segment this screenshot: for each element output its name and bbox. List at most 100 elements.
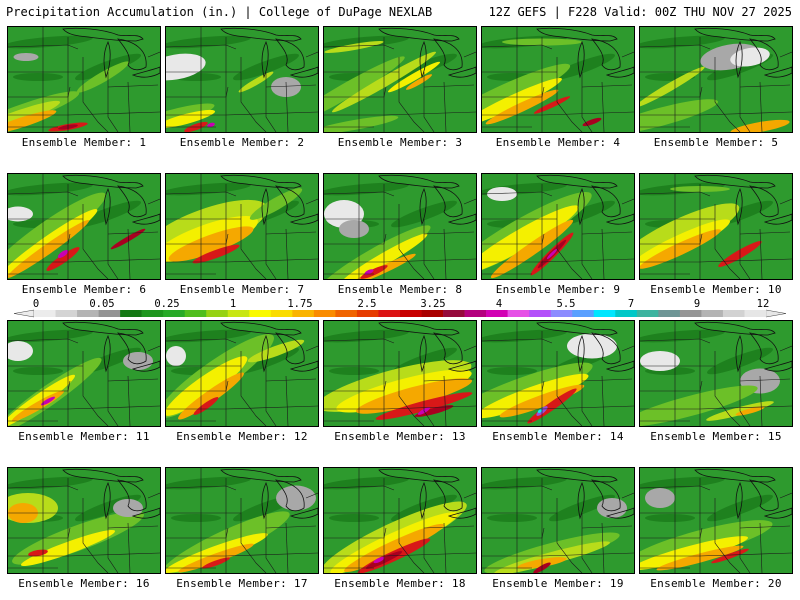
state-border <box>621 198 634 205</box>
run-valid-time: 12Z GEFS | F228 Valid: 00Z THU NOV 27 20… <box>488 5 792 19</box>
ensemble-member-label: Ensemble Member: 19 <box>492 577 624 590</box>
colorbar-swatch <box>184 310 207 317</box>
state-border <box>285 81 289 132</box>
colorbar-swatch <box>679 310 702 317</box>
ensemble-member-map <box>323 173 477 280</box>
colorbar-swatch <box>421 310 444 317</box>
precip-blob <box>597 498 627 518</box>
lake-outline <box>419 40 427 79</box>
lake-outline <box>220 468 302 483</box>
state-border <box>714 57 741 132</box>
precip-blob <box>8 220 90 278</box>
lake-outline <box>419 187 427 226</box>
state-border <box>82 351 109 426</box>
state-border <box>147 198 160 205</box>
precip-map-canvas <box>640 174 792 279</box>
ensemble-member-map <box>165 173 319 280</box>
colorbar-tick-label: 9 <box>694 298 700 310</box>
ensemble-member-label: Ensemble Member: 3 <box>337 136 463 149</box>
precip-blob <box>387 61 441 93</box>
precip-map-canvas <box>8 321 160 426</box>
state-border <box>147 492 160 499</box>
lake-outline <box>749 332 779 365</box>
lake-outline <box>261 334 269 373</box>
state-border <box>759 522 763 573</box>
colorbar-swatch <box>486 310 508 317</box>
state-border <box>541 405 634 410</box>
colorbar-tick-label: 4 <box>496 298 502 310</box>
ensemble-member-label: Ensemble Member: 13 <box>334 430 466 443</box>
colorbar-swatch <box>615 310 638 317</box>
colorbar-swatch <box>593 310 616 317</box>
state-border <box>714 498 741 573</box>
state-border <box>127 522 131 573</box>
ensemble-member-label: Ensemble Member: 20 <box>650 577 782 590</box>
state-border <box>423 231 475 235</box>
precip-colorbar: 0 0.05 0.25 1 1.75 2.5 3.25 4 5.5 7 9 12 <box>13 298 787 318</box>
lake-outline <box>749 38 779 71</box>
state-border <box>225 111 318 116</box>
ensemble-member-label: Ensemble Member: 5 <box>653 136 779 149</box>
lake-outline <box>131 507 160 519</box>
state-border <box>265 84 317 88</box>
state-border <box>225 552 318 557</box>
precip-map-canvas <box>482 27 634 132</box>
ensemble-member-label: Ensemble Member: 6 <box>21 283 147 296</box>
colorbar-swatch <box>722 310 745 317</box>
precip-blob <box>567 333 617 359</box>
ensemble-member-map <box>165 320 319 427</box>
state-border <box>423 378 475 382</box>
lake-outline <box>62 174 144 189</box>
lake-outline <box>220 321 302 336</box>
state-border <box>714 204 741 279</box>
ensemble-member-label: Ensemble Member: 1 <box>21 136 147 149</box>
colorbar-swatch <box>163 310 186 317</box>
state-border <box>581 84 633 88</box>
precip-blob <box>355 378 473 414</box>
colorbar-swatch <box>55 310 78 317</box>
state-border <box>779 198 792 205</box>
state-border <box>443 522 447 573</box>
colorbar-tick-label: 5.5 <box>557 298 576 310</box>
lake-outline <box>275 479 305 512</box>
lake-outline <box>289 507 318 519</box>
colorbar-swatch <box>507 310 530 317</box>
lake-outline <box>289 66 318 78</box>
state-border <box>285 522 289 573</box>
lake-outline <box>220 27 302 42</box>
colorbar-tick-label: 0.25 <box>154 298 179 310</box>
lake-outline <box>763 507 792 519</box>
precip-blob <box>582 117 602 127</box>
state-border <box>423 525 475 529</box>
precip-blob <box>490 219 574 279</box>
precip-blob <box>640 385 758 426</box>
lake-outline <box>735 187 743 226</box>
ensemble-member-map <box>7 320 161 427</box>
colorbar-tick-label: 3.25 <box>420 298 445 310</box>
lake-outline <box>605 213 634 225</box>
colorbar-swatch <box>378 310 401 317</box>
colorbar-swatch <box>292 310 315 317</box>
colorbar-swatch <box>400 310 422 317</box>
precip-map-canvas <box>166 468 318 573</box>
state-border <box>581 525 633 529</box>
lake-outline <box>536 321 618 336</box>
precip-map-canvas <box>482 321 634 426</box>
colorbar-swatch <box>550 310 573 317</box>
state-border <box>699 258 792 263</box>
state-border <box>739 525 791 529</box>
state-border <box>107 84 159 88</box>
lake-outline <box>62 468 144 483</box>
colorbar-swatch <box>701 310 724 317</box>
precip-map-canvas <box>324 174 476 279</box>
precip-map-canvas <box>8 174 160 279</box>
colorbar-swatch <box>120 310 142 317</box>
lake-outline <box>694 468 776 483</box>
precip-blob <box>57 249 69 259</box>
lake-outline <box>591 479 621 512</box>
precip-blob <box>8 341 33 361</box>
precip-blob <box>546 248 558 260</box>
state-border <box>556 351 583 426</box>
lake-outline <box>735 40 743 79</box>
state-border <box>541 552 634 557</box>
